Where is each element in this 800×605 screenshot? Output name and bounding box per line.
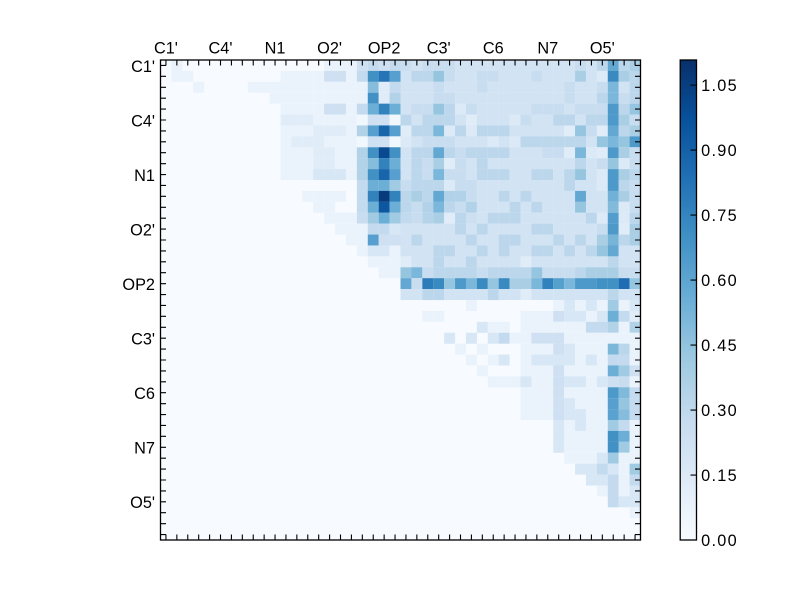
svg-text:O2': O2' xyxy=(317,40,342,58)
svg-text:C6: C6 xyxy=(483,40,504,58)
svg-text:0.60: 0.60 xyxy=(701,272,738,290)
svg-text:N7: N7 xyxy=(134,440,155,458)
svg-text:C6: C6 xyxy=(134,385,155,403)
svg-text:0.90: 0.90 xyxy=(701,142,738,160)
svg-text:N1: N1 xyxy=(265,40,286,58)
svg-text:0.15: 0.15 xyxy=(701,467,738,485)
svg-text:0.00: 0.00 xyxy=(701,532,738,550)
svg-text:C1': C1' xyxy=(131,58,155,76)
svg-text:O5': O5' xyxy=(130,494,155,512)
svg-text:C3': C3' xyxy=(131,331,155,349)
svg-text:C3': C3' xyxy=(427,40,451,58)
svg-text:0.45: 0.45 xyxy=(701,337,738,355)
svg-text:O5': O5' xyxy=(590,40,615,58)
svg-text:O2': O2' xyxy=(130,221,155,239)
svg-text:OP2: OP2 xyxy=(368,40,401,58)
svg-text:C1': C1' xyxy=(154,40,178,58)
svg-text:1.05: 1.05 xyxy=(701,77,738,95)
svg-text:N7: N7 xyxy=(537,40,558,58)
svg-text:0.30: 0.30 xyxy=(701,402,738,420)
svg-text:0.75: 0.75 xyxy=(701,207,738,225)
svg-text:OP2: OP2 xyxy=(122,276,155,294)
svg-text:N1: N1 xyxy=(134,167,155,185)
svg-text:C4': C4' xyxy=(209,40,233,58)
svg-text:C4': C4' xyxy=(131,112,155,130)
